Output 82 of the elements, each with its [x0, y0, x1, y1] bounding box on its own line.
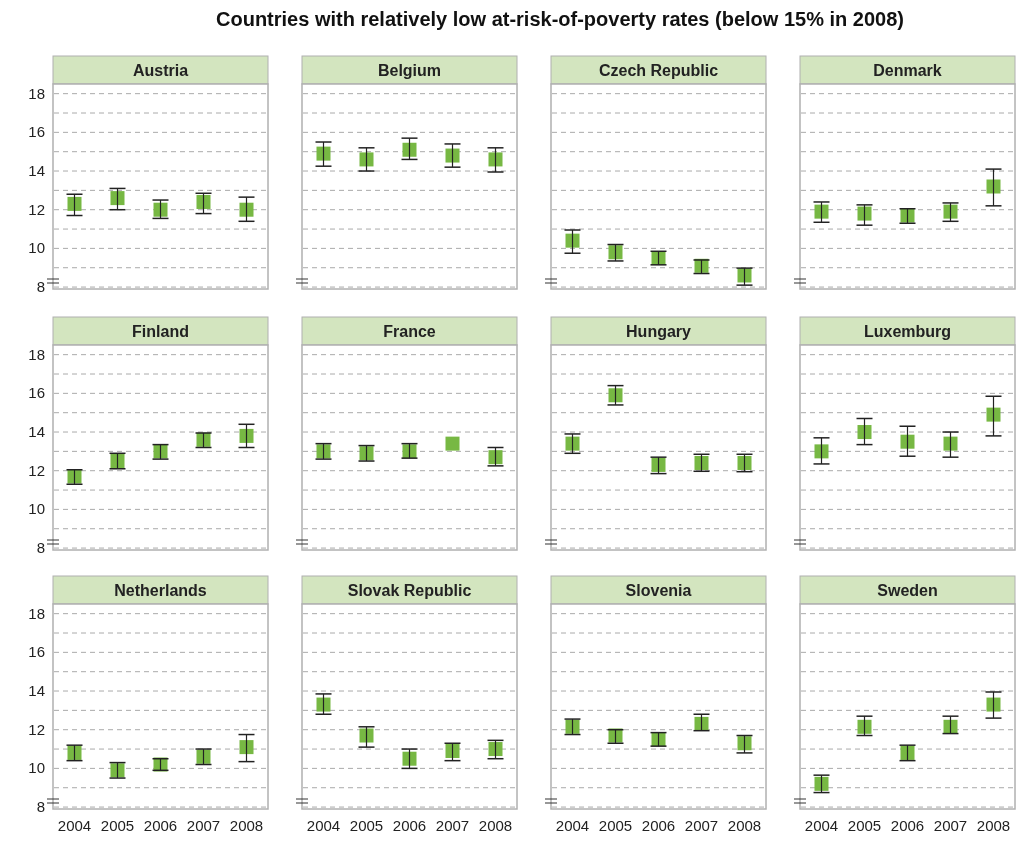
chart-title: Belgium: [377, 62, 442, 79]
x-tick-label: 2008: [727, 817, 762, 834]
point: [239, 428, 254, 443]
point: [316, 146, 331, 161]
chart-title: Czech Republic: [598, 62, 719, 79]
chart-title: Austria: [132, 62, 189, 79]
y-tick-label: 12: [28, 461, 45, 479]
y-tick-label: 8: [36, 798, 45, 816]
point: [857, 425, 872, 440]
point: [445, 743, 460, 758]
x-tick-label: 2004: [555, 817, 590, 834]
point: [196, 194, 211, 209]
x-tick-label: 2004: [804, 817, 839, 834]
y-tick-label: 18: [28, 604, 45, 622]
y-tick-label: 12: [28, 200, 45, 218]
y-tick-label: 18: [28, 345, 45, 363]
point: [239, 202, 254, 217]
point: [943, 436, 958, 451]
point: [359, 728, 374, 743]
x-tick-label: 2006: [890, 817, 925, 834]
chart-title: Netherlands: [114, 582, 207, 599]
point: [359, 152, 374, 167]
point: [608, 388, 623, 403]
point: [943, 204, 958, 219]
point: [445, 148, 460, 163]
point: [488, 450, 503, 465]
y-tick-label: 16: [28, 384, 45, 402]
y-tick-label: 16: [28, 123, 45, 141]
chart-title: Sweden: [877, 582, 938, 599]
point: [565, 436, 580, 451]
y-tick-label: 8: [36, 539, 45, 557]
point: [239, 740, 254, 755]
x-tick-label: 2006: [143, 817, 178, 834]
point: [110, 191, 125, 206]
point: [402, 142, 417, 157]
x-tick-label: 2006: [641, 817, 676, 834]
y-tick-label: 16: [28, 643, 45, 661]
point: [402, 751, 417, 766]
x-tick-label: 2008: [976, 817, 1011, 834]
point: [986, 407, 1001, 422]
point: [857, 719, 872, 734]
point: [986, 179, 1001, 194]
chart-title: Finland: [132, 323, 189, 340]
x-tick-label: 2008: [478, 817, 513, 834]
point: [900, 434, 915, 449]
x-tick-label: 2007: [435, 817, 470, 834]
x-tick-label: 2004: [57, 817, 92, 834]
point: [986, 697, 1001, 712]
chart-title: Hungary: [626, 323, 692, 340]
chart-title: France: [383, 323, 436, 340]
point: [445, 436, 460, 451]
point: [488, 152, 503, 167]
y-tick-label: 10: [28, 239, 45, 257]
x-tick-label: 2004: [306, 817, 341, 834]
point: [857, 206, 872, 221]
chart-title: Slovak Republic: [347, 582, 472, 599]
y-tick-label: 14: [28, 682, 45, 700]
x-tick-label: 2007: [933, 817, 968, 834]
x-tick-label: 2005: [847, 817, 882, 834]
x-tick-label: 2005: [100, 817, 135, 834]
x-tick-label: 2005: [349, 817, 384, 834]
y-tick-label: 18: [28, 84, 45, 102]
point: [67, 196, 82, 211]
x-tick-label: 2008: [229, 817, 264, 834]
y-tick-label: 10: [28, 759, 45, 777]
chart-title: Slovenia: [625, 582, 692, 599]
x-tick-label: 2005: [598, 817, 633, 834]
chart-title: Luxemburg: [863, 323, 952, 340]
x-tick-label: 2006: [392, 817, 427, 834]
point: [316, 697, 331, 712]
point: [814, 444, 829, 459]
point: [565, 233, 580, 248]
chart-title: Denmark: [873, 62, 942, 79]
point: [814, 204, 829, 219]
y-tick-label: 14: [28, 162, 45, 180]
y-tick-label: 8: [36, 278, 45, 296]
y-tick-label: 12: [28, 720, 45, 738]
x-tick-label: 2007: [186, 817, 221, 834]
text: Countries with relatively low at-risk-of-poverty rates (below 15% in 2008): [216, 8, 904, 30]
y-tick-label: 10: [28, 500, 45, 518]
y-tick-label: 14: [28, 423, 45, 441]
x-tick-label: 2007: [684, 817, 719, 834]
